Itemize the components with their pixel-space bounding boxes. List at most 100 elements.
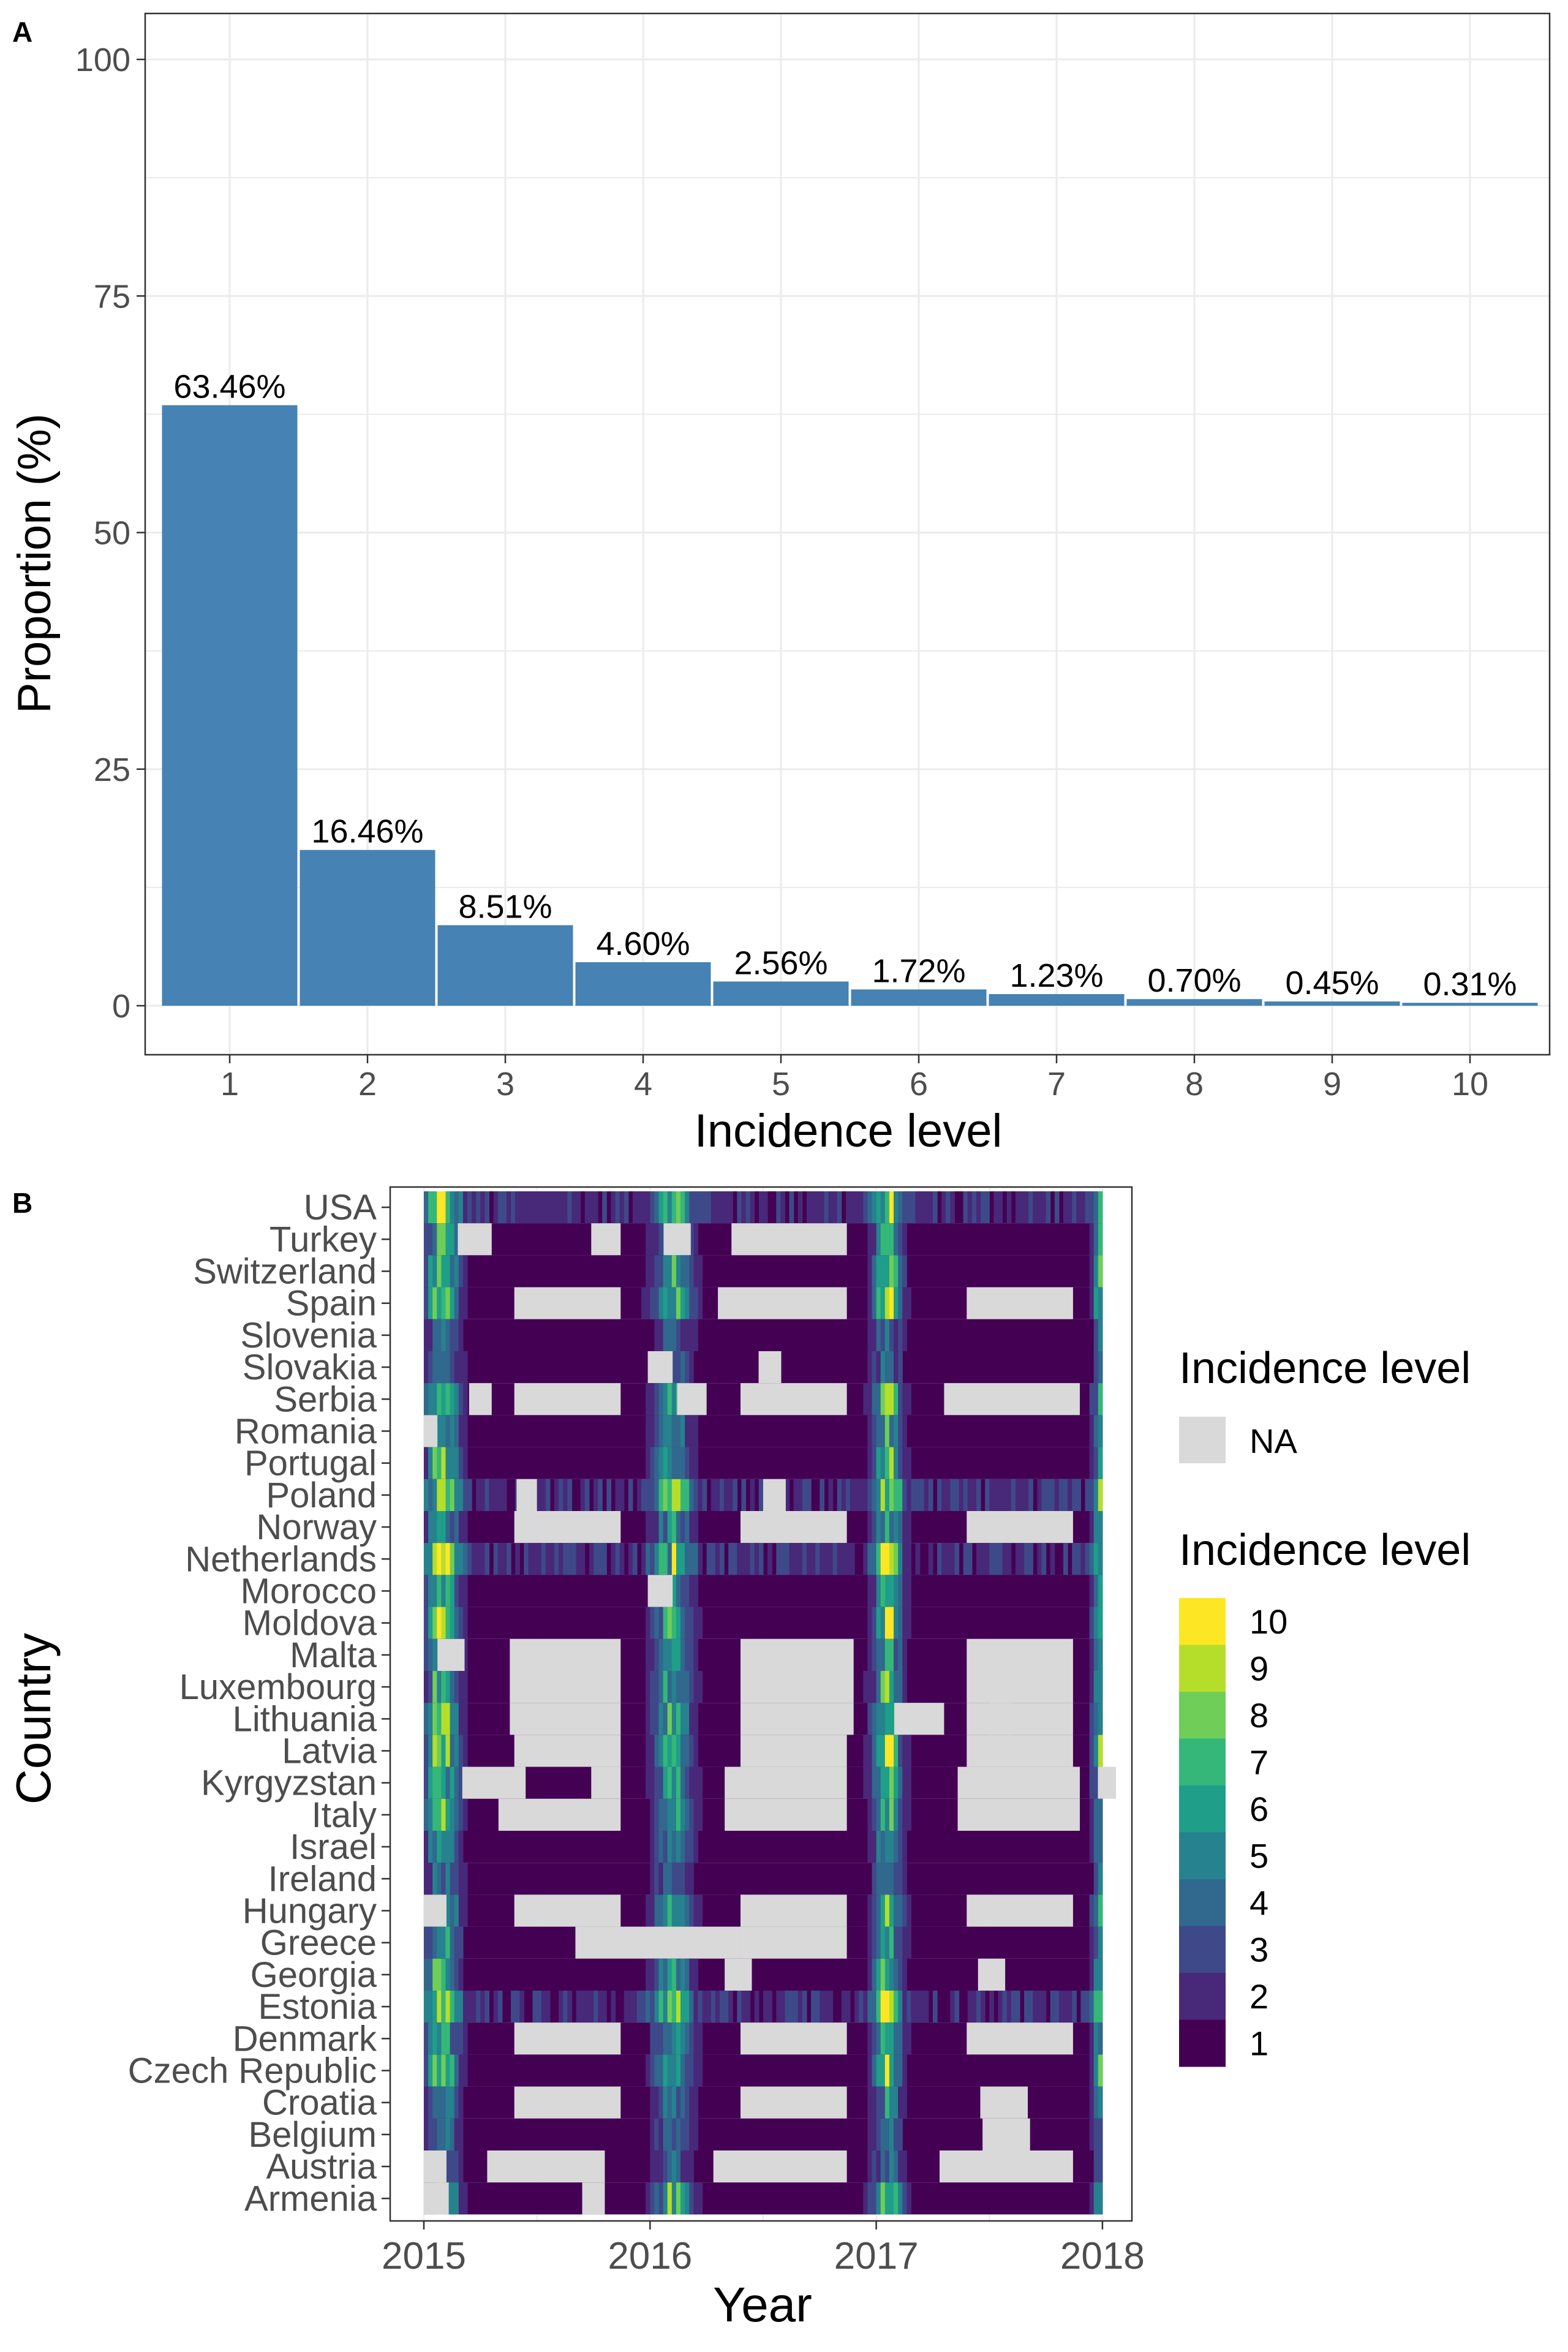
heatmap-cell: [676, 1191, 681, 1224]
heatmap-cell: [437, 1191, 442, 1224]
heatmap-baseline: [424, 1607, 1102, 1639]
heatmap-cell: [872, 2086, 877, 2119]
heatmap-cell: [889, 1958, 894, 1991]
heatmap-cell: [424, 1798, 429, 1831]
legend-swatch-label: 1: [1250, 2024, 1268, 2063]
heatmap-cell: [462, 1703, 468, 1735]
heatmap-cell: [667, 1511, 673, 1544]
heatmap-cell: [654, 1798, 660, 1831]
heatmap-cell: [967, 1543, 973, 1575]
heatmap-cell: [832, 1191, 838, 1224]
heatmap-cell: [872, 1511, 877, 1544]
heatmap-cell: [685, 1447, 690, 1479]
heatmap-cell: [667, 2118, 673, 2150]
heatmap-cell: [902, 1991, 907, 2023]
heatmap-cell: [676, 1511, 681, 1544]
heatmap-cell: [797, 1191, 803, 1224]
heatmap-na-cell: [582, 2182, 605, 2215]
heatmap-cell: [902, 1447, 907, 1479]
heatmap-cell: [476, 1479, 481, 1511]
heatmap-cell: [1089, 1383, 1095, 1415]
heatmap-cell: [889, 2022, 894, 2055]
heatmap-cell: [458, 1926, 464, 1959]
heatmap-cell: [650, 2118, 655, 2150]
heatmap-cell: [872, 1766, 877, 1799]
heatmap-cell: [889, 2086, 894, 2119]
heatmap-cell: [424, 1351, 429, 1384]
heatmap-cell: [445, 1863, 451, 1895]
heatmap-cell: [646, 1671, 650, 1703]
country-label: Serbia: [274, 1379, 377, 1419]
heatmap-cell: [454, 2054, 459, 2087]
heatmap-cell: [650, 1798, 655, 1831]
heatmap-cell: [876, 2086, 881, 2119]
heatmap-cell: [872, 1415, 877, 1447]
heatmap-cell: [928, 1479, 933, 1511]
heatmap-cell: [872, 1798, 877, 1831]
heatmap-cell: [650, 1735, 655, 1767]
heatmap-cell: [462, 1798, 468, 1831]
heatmap-cell: [1093, 1766, 1099, 1799]
heatmap-cell: [1098, 1958, 1103, 1991]
heatmap-cell: [441, 1319, 447, 1351]
heatmap-cell: [441, 1766, 447, 1799]
heatmap-cell: [1002, 1991, 1008, 2023]
heatmap-cell: [680, 1255, 685, 1287]
heatmap-cell: [1011, 1479, 1016, 1511]
heatmap-cell: [685, 1894, 690, 1927]
heatmap-cell: [876, 1511, 881, 1544]
heatmap-cell: [428, 1671, 433, 1703]
heatmap-cell: [1098, 1319, 1103, 1351]
heatmap-row-italy: [424, 1798, 1103, 1831]
heatmap-cell: [876, 2118, 881, 2150]
heatmap-cell: [432, 1543, 437, 1575]
heatmap-cell: [907, 1735, 912, 1767]
legend-swatch-4: [1179, 1879, 1226, 1926]
country-label: Italy: [312, 1795, 377, 1835]
heatmap-cell: [689, 2118, 694, 2150]
heatmap-cell: [650, 1831, 655, 1863]
heatmap-cell: [654, 1383, 660, 1415]
country-label: Romania: [235, 1412, 377, 1452]
heatmap-cell: [867, 1351, 873, 1384]
heatmap-cell: [1028, 1479, 1033, 1511]
heatmap-cell: [680, 1511, 685, 1544]
heatmap-cell: [880, 1575, 886, 1607]
heatmap-cell: [859, 1191, 864, 1224]
heatmap-cell: [902, 1191, 907, 1224]
heatmap-na-cell: [1098, 1766, 1117, 1799]
heatmap-cell: [450, 1383, 455, 1415]
heatmap-cell: [959, 1479, 964, 1511]
heatmap-cell: [802, 1991, 807, 2023]
heatmap-cell: [907, 1926, 912, 1959]
heatmap-cell: [1093, 1798, 1099, 1831]
heatmap-cell: [1089, 1991, 1095, 2023]
heatmap-cell: [1098, 1926, 1103, 1959]
heatmap-cell: [876, 1926, 881, 1959]
heatmap-cell: [876, 1447, 881, 1479]
heatmap-cell: [741, 1991, 747, 2023]
heatmap-cell: [454, 1287, 459, 1319]
heatmap-cell: [1063, 1479, 1068, 1511]
heatmap-cell: [654, 2086, 660, 2119]
heatmap-cell: [876, 1703, 881, 1735]
heatmap-cell: [876, 1383, 881, 1415]
heatmap-cell: [432, 1638, 437, 1671]
heatmap-cell: [654, 2054, 660, 2087]
heatmap-cell: [537, 1991, 542, 2023]
heatmap-cell: [724, 1991, 729, 2023]
heatmap-cell: [902, 1863, 907, 1895]
heatmap-cell: [680, 1958, 685, 1991]
heatmap-cell: [467, 1991, 472, 2023]
heatmap-cell: [802, 1479, 807, 1511]
heatmap-cell: [441, 1415, 447, 1447]
heatmap-na-cell: [741, 1638, 854, 1671]
panel-a: A 63.46%16.46%8.51%4.60%2.56% 1.72% 1.23% 0…: [9, 12, 1551, 1157]
heatmap-cell: [750, 1543, 755, 1575]
heatmap-cell: [894, 1223, 899, 1256]
heatmap-cell: [654, 1991, 660, 2023]
heatmap-cell: [689, 1703, 694, 1735]
heatmap-cell: [441, 2022, 447, 2055]
heatmap-cell: [832, 1543, 838, 1575]
heatmap-cell: [898, 1735, 903, 1767]
